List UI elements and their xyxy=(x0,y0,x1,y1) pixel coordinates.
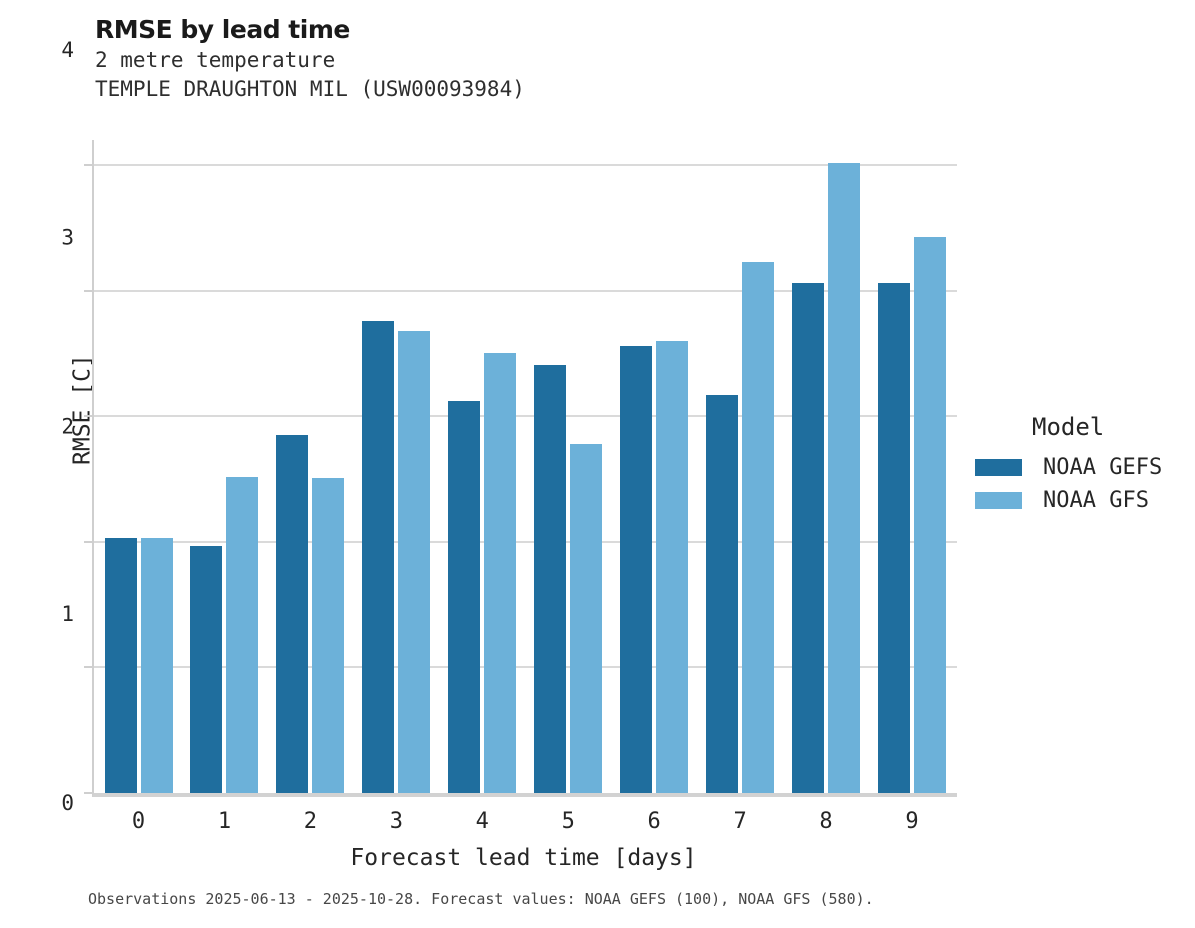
bar-noaa-gfs-lead-9 xyxy=(913,236,946,793)
y-tick-mark-4 xyxy=(84,289,92,292)
y-tick-label-4: 4 xyxy=(61,37,74,62)
x-tick-label-3: 3 xyxy=(389,809,403,834)
gridline-y-3 xyxy=(94,415,957,418)
x-tick-label-7: 7 xyxy=(733,809,747,834)
bar-noaa-gefs-lead-0 xyxy=(104,538,137,793)
legend-entry-noaa-gefs: NOAA GEFS xyxy=(975,451,1162,484)
y-tick-mark-3 xyxy=(84,415,92,418)
bar-noaa-gfs-lead-7 xyxy=(742,261,775,793)
y-tick-label-1: 1 xyxy=(61,602,74,627)
y-tick-label-5: 5 xyxy=(61,0,74,479)
x-tick-label-8: 8 xyxy=(819,809,833,834)
legend-entries: NOAA GEFS NOAA GFS xyxy=(975,451,1162,517)
bar-noaa-gfs-lead-8 xyxy=(828,162,861,793)
bar-noaa-gfs-lead-6 xyxy=(656,340,689,793)
bar-noaa-gefs-lead-3 xyxy=(362,320,395,793)
y-tick-mark-0 xyxy=(84,792,92,794)
bar-noaa-gfs-lead-5 xyxy=(570,443,603,793)
chart-title: RMSE by lead time xyxy=(95,15,350,44)
title-block: RMSE by lead time 2 metre temperature TE… xyxy=(95,14,525,104)
x-axis-label: Forecast lead time [days] xyxy=(350,845,697,871)
gridline-y-4 xyxy=(94,289,957,292)
bar-noaa-gfs-lead-2 xyxy=(312,477,345,793)
bar-noaa-gefs-lead-4 xyxy=(448,401,481,793)
bar-noaa-gfs-lead-3 xyxy=(398,330,431,793)
y-tick-mark-1 xyxy=(84,666,92,669)
legend-swatch-icon xyxy=(975,459,1022,476)
x-tick-label-1: 1 xyxy=(217,809,232,834)
y-tick-label-2: 2 xyxy=(61,414,74,439)
y-tick-label-3: 3 xyxy=(61,225,74,250)
legend-entry-label: NOAA GEFS xyxy=(1043,455,1163,480)
x-tick-label-5: 5 xyxy=(561,809,575,834)
chart-subtitle-station: TEMPLE DRAUGHTON MIL (USW00093984) xyxy=(95,77,525,101)
gridline-y-1 xyxy=(94,666,957,669)
bar-noaa-gfs-lead-0 xyxy=(140,538,173,793)
legend-swatch-icon xyxy=(975,492,1022,509)
footer-caption: Observations 2025-06-13 - 2025-10-28. Fo… xyxy=(88,890,874,908)
y-tick-mark-5 xyxy=(84,164,92,167)
legend-entry-label: NOAA GFS xyxy=(1043,488,1149,513)
legend: Model NOAA GEFS NOAA GFS xyxy=(975,413,1162,517)
bar-noaa-gefs-lead-7 xyxy=(706,394,739,793)
plot-area: 0123450123456789 xyxy=(61,39,957,834)
bar-noaa-gfs-lead-4 xyxy=(484,353,517,793)
bar-noaa-gefs-lead-6 xyxy=(620,345,653,793)
x-tick-label-4: 4 xyxy=(475,809,489,834)
gridline-y-2 xyxy=(94,540,957,543)
x-tick-label-6: 6 xyxy=(647,809,661,834)
bar-noaa-gefs-lead-9 xyxy=(877,283,910,793)
bar-noaa-gefs-lead-1 xyxy=(190,545,223,793)
bar-noaa-gefs-lead-8 xyxy=(792,283,825,793)
gridline-y-5 xyxy=(94,164,957,167)
chart-subtitle-variable: 2 metre temperature xyxy=(95,48,336,72)
legend-entry-noaa-gfs: NOAA GFS xyxy=(975,484,1162,517)
y-tick-mark-2 xyxy=(84,540,92,543)
bar-noaa-gefs-lead-2 xyxy=(276,435,309,793)
bar-noaa-gefs-lead-5 xyxy=(534,364,567,793)
legend-title: Model xyxy=(1032,413,1105,441)
x-tick-label-9: 9 xyxy=(905,809,919,834)
bar-noaa-gfs-lead-1 xyxy=(226,476,259,793)
x-tick-label-2: 2 xyxy=(303,809,317,834)
x-tick-label-0: 0 xyxy=(131,809,146,834)
